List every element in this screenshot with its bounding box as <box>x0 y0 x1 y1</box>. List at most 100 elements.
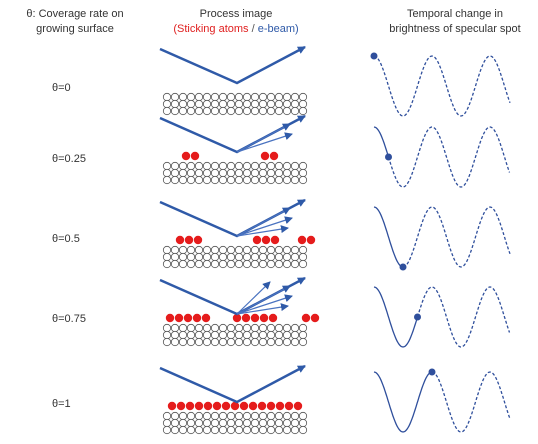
substrate-atom <box>202 330 212 340</box>
substrate-atom <box>186 92 196 102</box>
substrate-atom <box>170 245 180 255</box>
substrate-atom <box>258 161 268 171</box>
sticking-atom <box>176 401 186 411</box>
substrate-atom <box>266 92 276 102</box>
signal-dot <box>370 52 378 60</box>
substrate-atom <box>258 106 268 116</box>
substrate-atom <box>210 245 220 255</box>
sticking-atom <box>203 401 213 411</box>
sticking-atom <box>212 401 222 411</box>
substrate-atom <box>258 411 268 421</box>
substrate-atom <box>194 245 204 255</box>
substrate-atom <box>226 411 236 421</box>
substrate-atom <box>282 425 292 435</box>
substrate-atom <box>266 323 276 333</box>
substrate-atom <box>186 323 196 333</box>
substrate-atom <box>162 252 172 262</box>
substrate-atom <box>266 168 276 178</box>
substrate-atom <box>210 168 220 178</box>
substrate-atom <box>210 99 220 109</box>
substrate-atom <box>282 106 292 116</box>
substrate-atom <box>242 330 252 340</box>
substrate-atom <box>226 161 236 171</box>
substrate-atom <box>258 99 268 109</box>
substrate-atom <box>266 245 276 255</box>
substrate-atom <box>162 99 172 109</box>
sticking-atom <box>268 313 278 323</box>
substrate-atom <box>274 168 284 178</box>
substrate-atom <box>218 418 228 428</box>
substrate-atom <box>234 252 244 262</box>
sticking-atom <box>269 151 279 161</box>
substrate-atom <box>298 252 308 262</box>
substrate-atom <box>218 323 228 333</box>
diffuse-beam <box>236 216 293 237</box>
substrate-atom <box>234 411 244 421</box>
substrate-atom <box>226 323 236 333</box>
substrate-atom <box>242 323 252 333</box>
e-beam <box>159 364 306 404</box>
substrate-atom <box>250 92 260 102</box>
substrate-atom <box>194 411 204 421</box>
substrate-atom <box>226 425 236 435</box>
substrate-atom <box>210 425 220 435</box>
substrate-atom <box>170 259 180 269</box>
substrate-atom <box>290 330 300 340</box>
substrate-atom <box>186 411 196 421</box>
substrate-atom <box>194 425 204 435</box>
substrate-atom <box>250 323 260 333</box>
substrate-atom <box>242 245 252 255</box>
substrate-atom <box>298 175 308 185</box>
substrate-atom <box>186 161 196 171</box>
sticking-atom <box>190 151 200 161</box>
substrate-atom <box>258 175 268 185</box>
substrate-atom <box>290 252 300 262</box>
substrate-atom <box>218 425 228 435</box>
substrate-atom <box>194 330 204 340</box>
sticking-atom <box>275 401 285 411</box>
sticking-atom <box>239 401 249 411</box>
substrate-atom <box>170 92 180 102</box>
signal-solid <box>373 126 389 156</box>
sticking-atom <box>257 401 267 411</box>
substrate-atom <box>186 337 196 347</box>
substrate-atom <box>162 245 172 255</box>
signal-dot <box>414 313 421 321</box>
substrate-atom <box>218 99 228 109</box>
substrate-atom <box>282 99 292 109</box>
substrate-atom <box>186 259 196 269</box>
substrate-atom <box>266 425 276 435</box>
sticking-atom <box>174 313 184 323</box>
sticking-atom <box>232 313 242 323</box>
substrate-atom <box>170 168 180 178</box>
substrate-atom <box>258 323 268 333</box>
sticking-atom <box>167 401 177 411</box>
substrate-atom <box>162 168 172 178</box>
substrate-atom <box>298 245 308 255</box>
substrate-atom <box>274 92 284 102</box>
substrate-atom <box>242 259 252 269</box>
substrate-atom <box>162 418 172 428</box>
substrate-atom <box>186 425 196 435</box>
substrate-atom <box>282 259 292 269</box>
substrate-atom <box>178 252 188 262</box>
substrate-atom <box>298 330 308 340</box>
sticking-atom <box>241 313 251 323</box>
substrate-atom <box>226 92 236 102</box>
substrate-atom <box>202 99 212 109</box>
paren: ) <box>295 23 299 35</box>
header-right: Temporal change in <box>407 8 503 20</box>
sticking-atom <box>270 235 280 245</box>
substrate-atom <box>258 418 268 428</box>
substrate-atom <box>178 259 188 269</box>
substrate-atom <box>282 337 292 347</box>
substrate-atom <box>170 425 180 435</box>
sticking-atom <box>261 235 271 245</box>
slash: / <box>249 23 258 35</box>
substrate-atom <box>242 161 252 171</box>
substrate-atom <box>202 323 212 333</box>
substrate-atom <box>194 259 204 269</box>
substrate-atom <box>274 175 284 185</box>
substrate-atom <box>250 99 260 109</box>
substrate-atom <box>282 330 292 340</box>
